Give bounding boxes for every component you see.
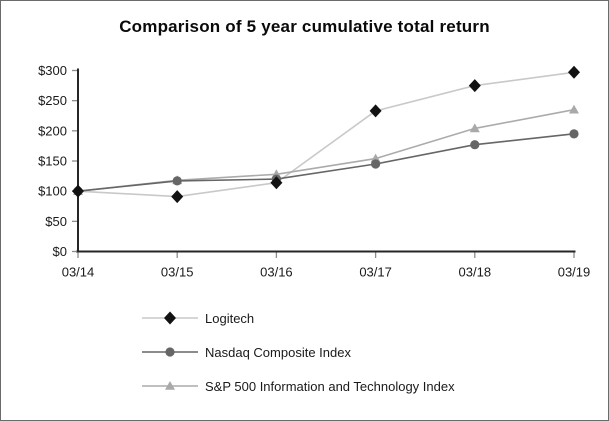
legend-label: Nasdaq Composite Index [205, 344, 351, 360]
legend-item: Logitech [141, 301, 455, 335]
legend: Logitech Nasdaq Composite Index S&P 500 In… [141, 301, 455, 403]
y-tick-label: $150 [38, 154, 67, 169]
chart-title: Comparison of 5 year cumulative total re… [119, 17, 490, 36]
x-tick-label: 03/18 [459, 265, 492, 280]
legend-label: S&P 500 Information and Technology Index [205, 378, 455, 394]
diamond-legend-sample-icon [142, 311, 198, 325]
triangle-marker [569, 104, 579, 114]
x-tick-label: 03/14 [62, 265, 95, 280]
y-tick-label: $100 [38, 184, 67, 199]
circle-legend-sample-icon [142, 347, 198, 357]
diamond-marker [270, 176, 283, 190]
y-tick-label: $200 [38, 123, 67, 138]
diamond-marker [369, 104, 382, 118]
triangle-legend-sample-icon [142, 381, 198, 390]
circle-marker [371, 159, 381, 169]
x-tick-label: 03/17 [359, 265, 392, 280]
series-line-1 [77, 71, 575, 198]
circle-marker [470, 140, 480, 150]
diamond-marker [72, 184, 84, 198]
series-line-3 [77, 108, 575, 192]
diamond-marker [568, 65, 580, 79]
legend-label: Logitech [205, 310, 255, 326]
y-tick-label: $50 [45, 214, 67, 229]
circle-marker [172, 176, 182, 186]
triangle-marker [469, 123, 480, 133]
diamond-marker [468, 79, 481, 93]
legend-item: S&P 500 Information and Technology Index [141, 369, 455, 403]
y-tick-label: $250 [38, 93, 67, 108]
legend-item: Nasdaq Composite Index [141, 335, 455, 369]
diamond-marker [171, 190, 184, 204]
x-tick-label: 03/15 [161, 265, 194, 280]
series-line-2 [77, 133, 575, 192]
x-tick-label: 03/16 [260, 265, 293, 280]
circle-marker [569, 129, 579, 139]
y-tick-label: $300 [38, 63, 67, 78]
x-tick-label: 03/19 [558, 265, 591, 280]
y-tick-label: $0 [53, 244, 67, 259]
